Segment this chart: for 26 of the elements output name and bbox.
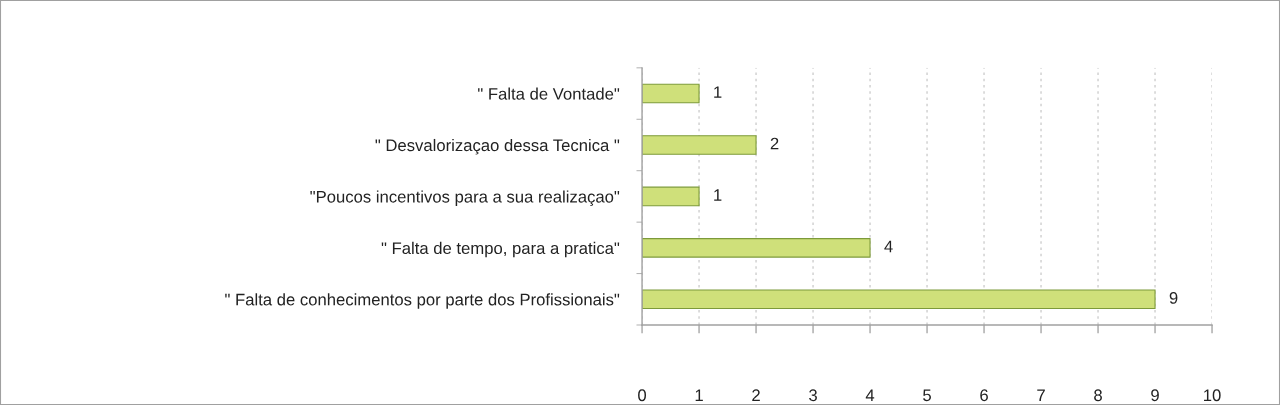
data-label: 2 bbox=[770, 137, 779, 150]
y-tick-label: " Falta de Vontade" bbox=[478, 87, 620, 100]
x-tick-label: 10 bbox=[1204, 389, 1221, 402]
x-tick-label: 1 bbox=[695, 389, 703, 401]
y-tick-label: " Falta de tempo, para a pratica" bbox=[381, 241, 620, 258]
bar bbox=[642, 83, 700, 104]
x-tick-label: 8 bbox=[1094, 389, 1102, 402]
data-label: 1 bbox=[714, 189, 722, 201]
x-tick-label: 3 bbox=[809, 389, 817, 402]
data-label: 4 bbox=[884, 240, 893, 253]
x-tick-label: 5 bbox=[923, 389, 931, 402]
bar bbox=[642, 238, 871, 258]
y-tick-label: " Falta de conhecimentos por parte dos Profissionais" bbox=[225, 293, 620, 309]
y-tick-label: "Poucos incentivos para a sua realizaçao" bbox=[310, 190, 620, 206]
bar bbox=[642, 289, 1156, 310]
data-label: 9 bbox=[1169, 291, 1178, 304]
bar bbox=[642, 186, 700, 207]
data-label: 1 bbox=[714, 86, 722, 98]
bar bbox=[642, 135, 757, 155]
x-tick-label: 7 bbox=[1037, 389, 1045, 401]
x-tick-label: 9 bbox=[1151, 389, 1159, 402]
x-tick-label: 0 bbox=[638, 389, 647, 402]
x-tick-label: 6 bbox=[980, 389, 988, 402]
y-tick-label: " Desvalorizaçao dessa Tecnica " bbox=[375, 138, 620, 155]
x-tick-label: 2 bbox=[752, 389, 760, 401]
x-tick-label: 4 bbox=[865, 389, 875, 401]
